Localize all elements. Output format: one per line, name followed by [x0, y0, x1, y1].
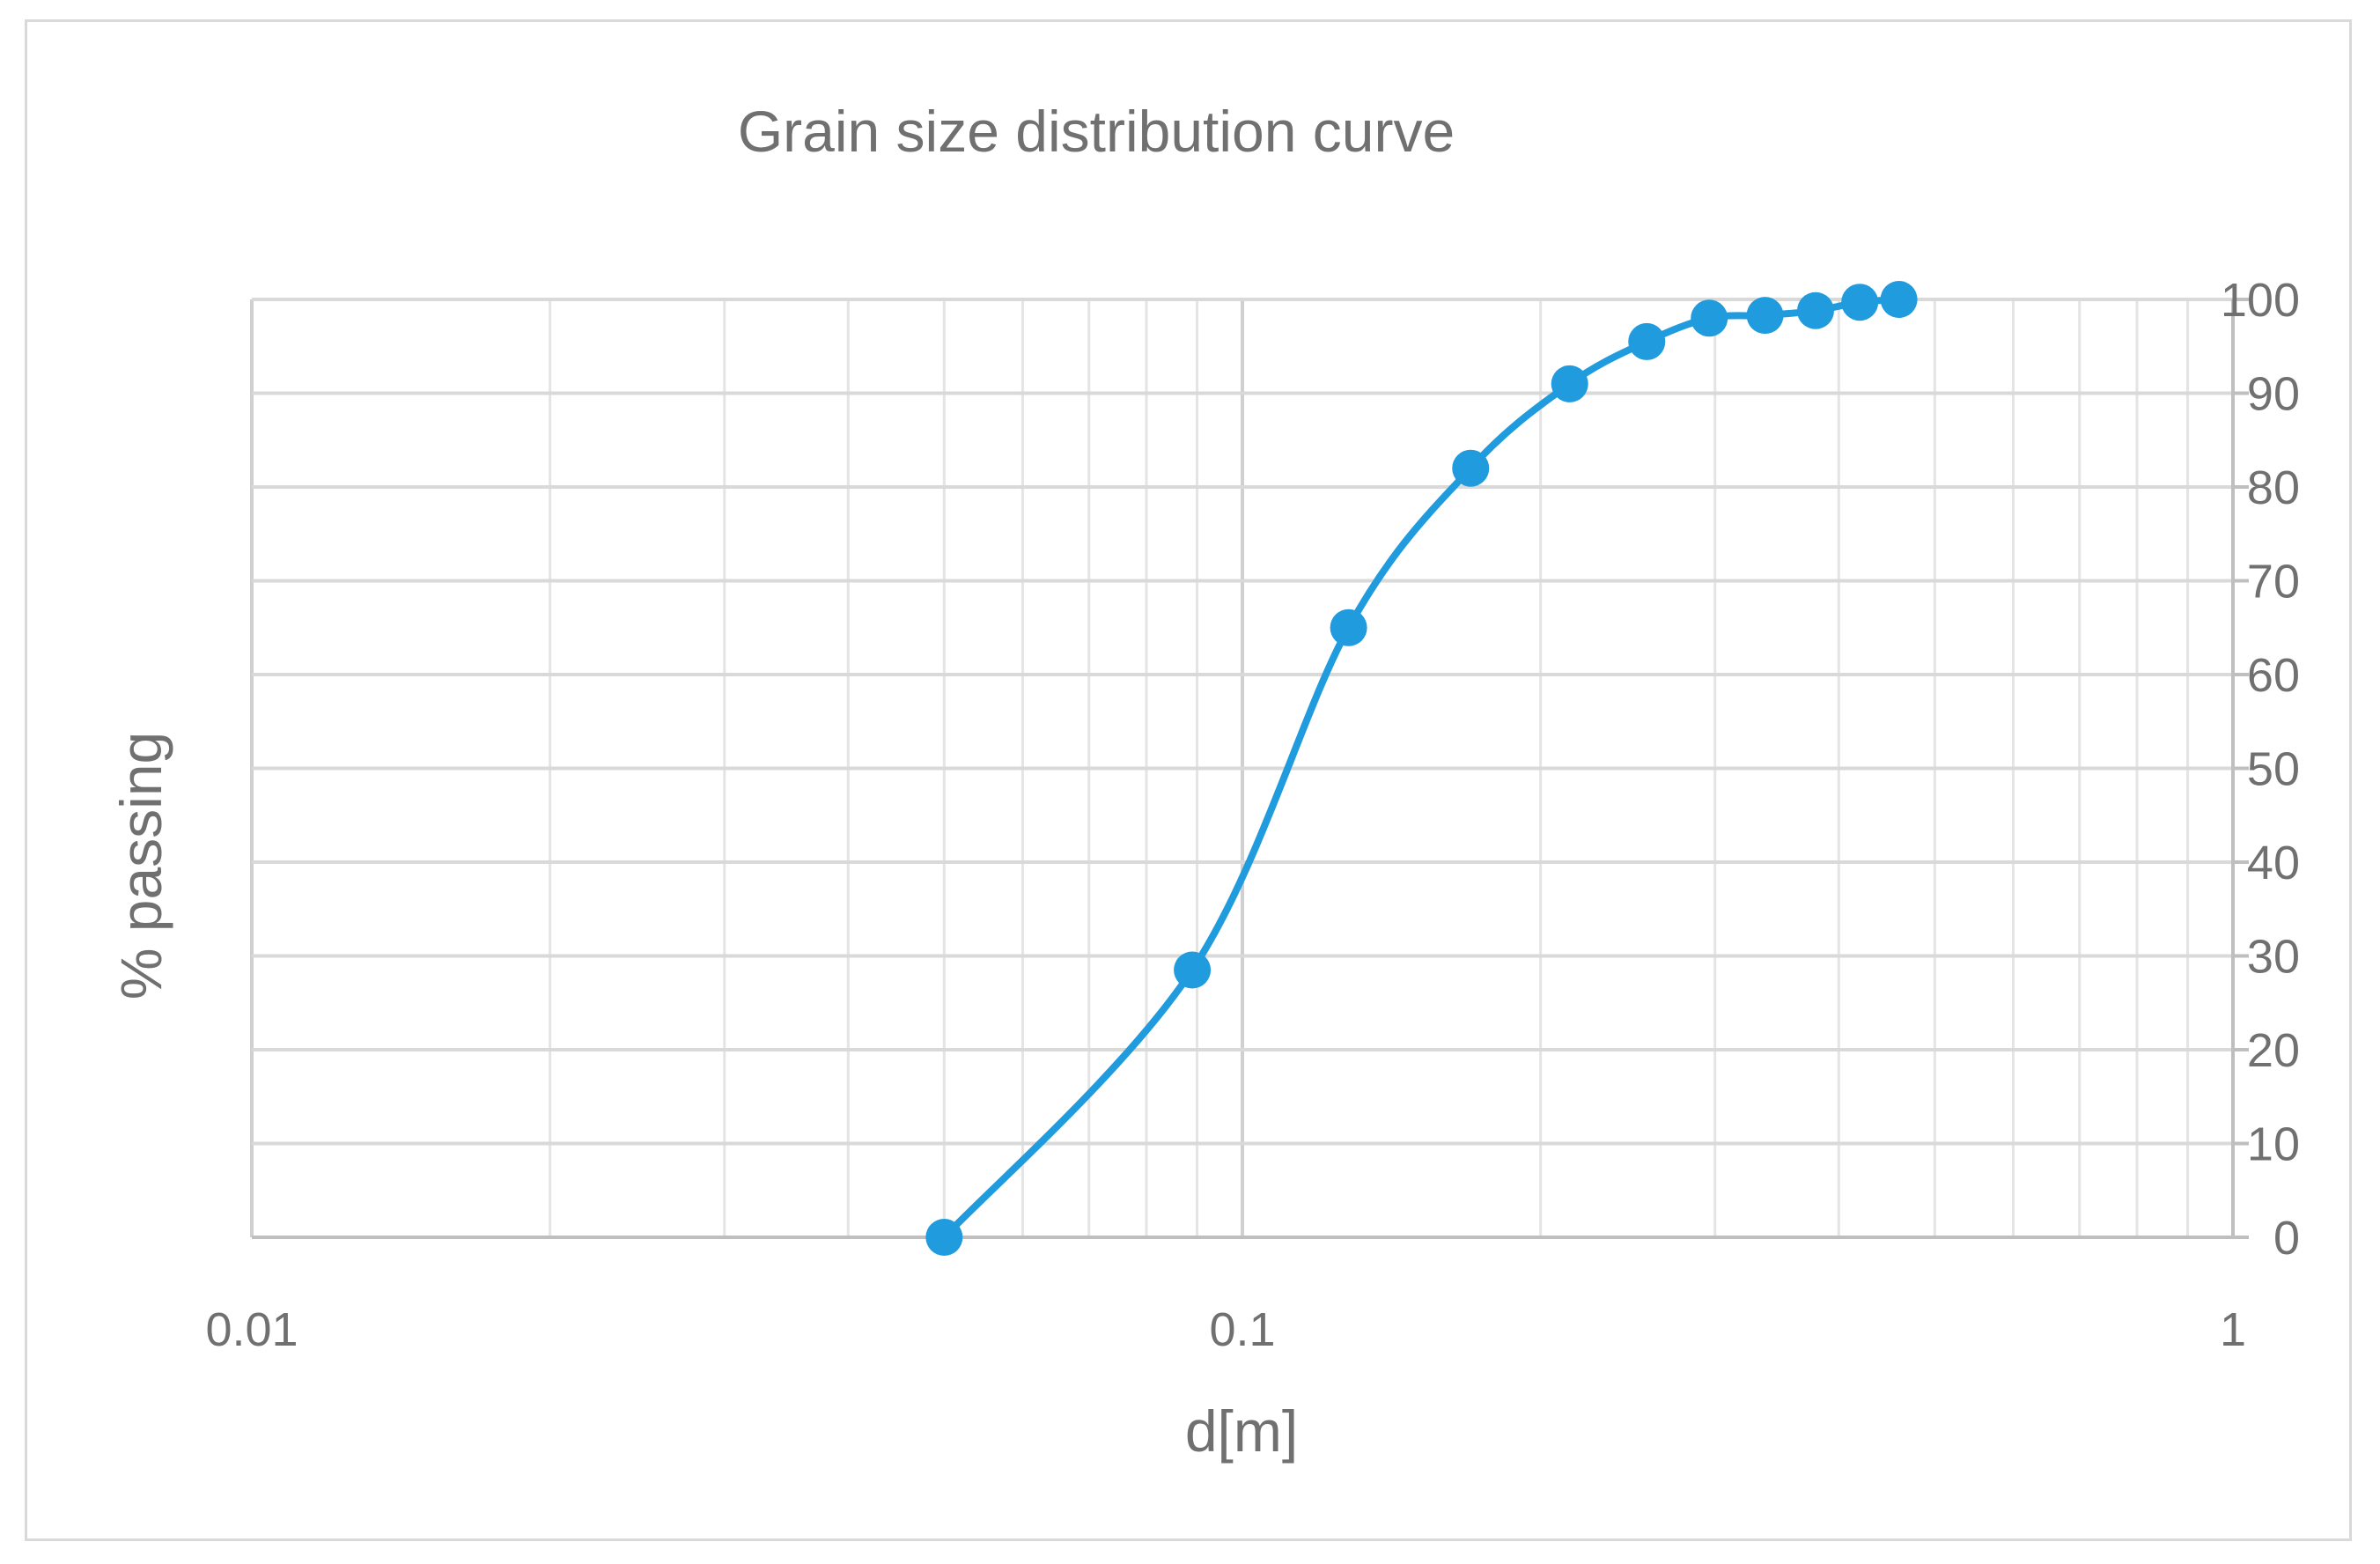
x-axis-title: d[m] [1185, 1398, 1298, 1464]
data-point [1330, 609, 1367, 646]
y-tick-label: 30 [2247, 931, 2300, 984]
data-points [925, 281, 1918, 1256]
data-point [1174, 951, 1212, 989]
y-tick-label: 100 [2221, 274, 2300, 327]
data-point [1746, 297, 1784, 335]
x-tick-label: 0.01 [205, 1303, 298, 1356]
data-point [1628, 322, 1666, 360]
x-tick-labels: 0.01 0.1 1 [205, 1303, 2246, 1356]
grid [250, 298, 2249, 1239]
data-point [1796, 291, 1834, 329]
chart-title: Grain size distribution curve [738, 99, 1455, 164]
y-tick-label: 0 [2273, 1212, 2300, 1265]
y-tick-labels: 0 10 20 30 40 50 60 70 80 90 100 [2221, 274, 2300, 1265]
y-tick-label: 40 [2247, 837, 2300, 889]
y-tick-label: 70 [2247, 556, 2300, 609]
y-tick-label: 50 [2247, 743, 2300, 796]
y-tick-label: 20 [2247, 1024, 2300, 1077]
data-point [925, 1219, 963, 1256]
x-tick-label: 0.1 [1209, 1303, 1275, 1356]
chart-frame [25, 19, 2352, 1541]
y-tick-label: 10 [2247, 1118, 2300, 1171]
y-tick-label: 90 [2247, 368, 2300, 421]
data-point [1452, 449, 1490, 487]
y-axis-title: % passing [108, 732, 173, 1000]
y-tick-label: 80 [2247, 461, 2300, 514]
x-tick-label: 1 [2220, 1303, 2246, 1356]
data-point [1880, 281, 1918, 318]
data-point [1551, 365, 1588, 402]
data-point [1841, 284, 1879, 321]
data-point [1691, 299, 1728, 337]
y-tick-label: 60 [2247, 649, 2300, 702]
